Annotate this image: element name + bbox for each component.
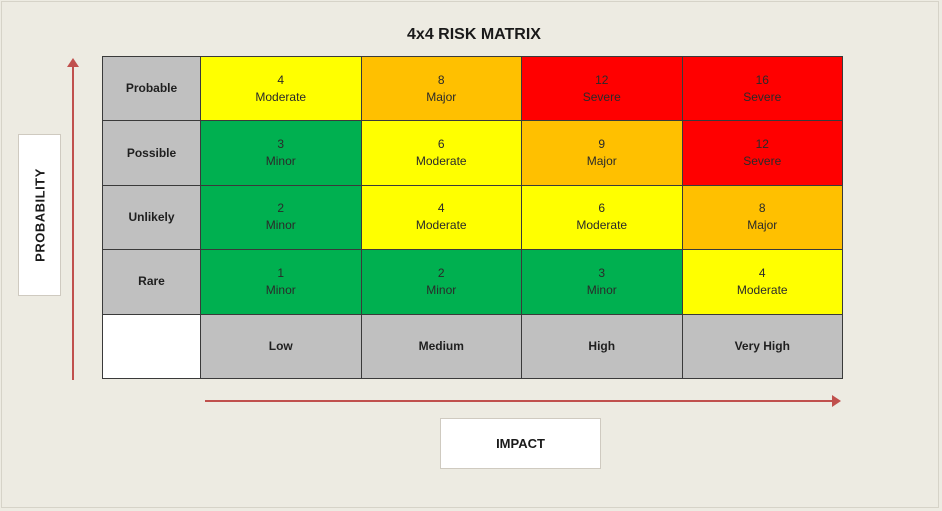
matrix-row: Rare 1 Minor 2 Minor 3 Minor 4 Moderate [102, 249, 843, 315]
risk-score: 2 [277, 201, 285, 216]
risk-level: Major [426, 89, 457, 104]
impact-axis-label: IMPACT [496, 436, 545, 451]
risk-cell: 1 Minor [200, 249, 362, 315]
risk-cell: 16 Severe [681, 55, 843, 122]
risk-level: Severe [743, 154, 782, 169]
risk-level: Severe [743, 89, 782, 104]
risk-cell: 6 Moderate [521, 184, 683, 251]
risk-level: Minor [265, 282, 296, 297]
impact-level-label: Very High [681, 313, 843, 380]
risk-cell: 12 Severe [681, 120, 843, 186]
risk-level: Moderate [736, 282, 788, 297]
probability-axis-box: PROBABILITY [18, 134, 61, 296]
risk-level: Major [747, 218, 778, 233]
probability-level-label: Rare [102, 249, 201, 315]
impact-level-label: Low [200, 313, 362, 380]
risk-score: 3 [598, 265, 606, 280]
risk-cell: 4 Moderate [360, 184, 522, 251]
risk-cell: 9 Major [521, 120, 683, 186]
risk-cell: 3 Minor [200, 120, 362, 186]
probability-level-label: Unlikely [102, 184, 201, 251]
risk-cell: 3 Minor [521, 249, 683, 315]
risk-score: 4 [277, 72, 285, 87]
risk-score: 4 [437, 201, 445, 216]
matrix-row: Probable 4 Moderate 8 Major 12 Severe 16 Severe [102, 55, 843, 122]
risk-cell: 12 Severe [521, 55, 683, 122]
risk-level: Moderate [576, 218, 628, 233]
probability-level-label: Probable [102, 55, 201, 122]
risk-score: 8 [437, 72, 445, 87]
risk-score: 16 [755, 72, 769, 87]
risk-cell: 8 Major [681, 184, 843, 251]
risk-cell: 6 Moderate [360, 120, 522, 186]
impact-level-label: Medium [360, 313, 522, 380]
risk-level: Severe [582, 89, 621, 104]
risk-score: 6 [437, 137, 445, 152]
risk-score: 2 [437, 265, 445, 280]
matrix-title: 4x4 RISK MATRIX [407, 26, 541, 43]
risk-score: 9 [598, 137, 606, 152]
risk-score: 1 [277, 265, 285, 280]
risk-score: 4 [758, 265, 766, 280]
risk-cell: 4 Moderate [681, 249, 843, 315]
risk-level: Minor [586, 282, 617, 297]
risk-score: 12 [595, 72, 609, 87]
risk-level: Minor [265, 218, 296, 233]
risk-level: Moderate [415, 154, 467, 169]
risk-level: Minor [426, 282, 457, 297]
risk-level: Minor [265, 154, 296, 169]
impact-arrow [205, 395, 841, 407]
matrix-row: Unlikely 2 Minor 4 Moderate 6 Moderate 8 Major [102, 184, 843, 251]
probability-axis-label: PROBABILITY [32, 168, 47, 262]
impact-axis-box: IMPACT [440, 418, 601, 469]
impact-level-label: High [521, 313, 683, 380]
risk-level: Moderate [415, 218, 467, 233]
risk-matrix-body: Probable 4 Moderate 8 Major 12 Severe 16 Severe P… [102, 55, 843, 380]
risk-cell: 4 Moderate [200, 55, 362, 122]
risk-level: Major [586, 154, 617, 169]
risk-cell: 2 Minor [360, 249, 522, 315]
probability-level-label: Possible [102, 120, 201, 186]
probability-arrow [67, 58, 79, 380]
corner-cell [102, 313, 201, 380]
risk-score: 3 [277, 137, 285, 152]
risk-score: 6 [598, 201, 606, 216]
risk-cell: 8 Major [360, 55, 522, 122]
risk-level: Moderate [255, 89, 307, 104]
matrix-row: Possible 3 Minor 6 Moderate 9 Major 12 Severe [102, 120, 843, 186]
impact-header-row: Low Medium High Very High [102, 313, 843, 380]
risk-score: 12 [755, 137, 769, 152]
risk-matrix-table: Probable 4 Moderate 8 Major 12 Severe 16 Severe P… [102, 55, 843, 380]
risk-score: 8 [758, 201, 766, 216]
risk-cell: 2 Minor [200, 184, 362, 251]
